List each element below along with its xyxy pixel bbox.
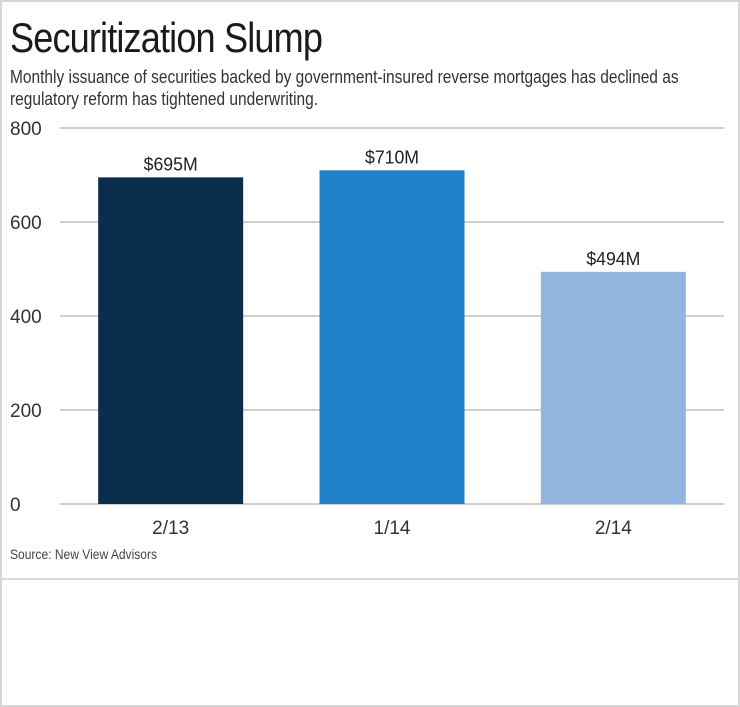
y-axis-ticks: 0 200 400 600 800 xyxy=(10,119,42,516)
data-label: $695M xyxy=(144,154,198,174)
panel-divider xyxy=(2,578,738,580)
source-note: Source: New View Advisors xyxy=(10,546,158,562)
data-label: $710M xyxy=(365,147,419,167)
chart-panel: Securitization Slump Monthly issuance of… xyxy=(2,2,738,578)
x-axis-ticks: 2/13 1/14 2/14 xyxy=(152,518,632,539)
x-tick-label: 2/14 xyxy=(595,518,632,539)
y-tick-label: 400 xyxy=(10,307,42,328)
chart-title: Securitization Slump xyxy=(10,14,323,61)
y-tick-label: 800 xyxy=(10,119,42,140)
y-tick-label: 200 xyxy=(10,401,42,422)
bar-1-14 xyxy=(319,170,465,505)
x-tick-label: 2/13 xyxy=(152,518,189,539)
data-labels: $695M $710M $494M xyxy=(144,147,641,269)
data-label: $494M xyxy=(586,249,640,269)
bars xyxy=(98,170,686,505)
chart-subtitle: Monthly issuance of securities backed by… xyxy=(10,67,679,109)
y-tick-label: 600 xyxy=(10,213,42,234)
y-tick-label: 0 xyxy=(10,495,21,516)
bar-2-14 xyxy=(540,271,686,504)
x-tick-label: 1/14 xyxy=(374,518,411,539)
bar-2-13 xyxy=(98,177,244,504)
